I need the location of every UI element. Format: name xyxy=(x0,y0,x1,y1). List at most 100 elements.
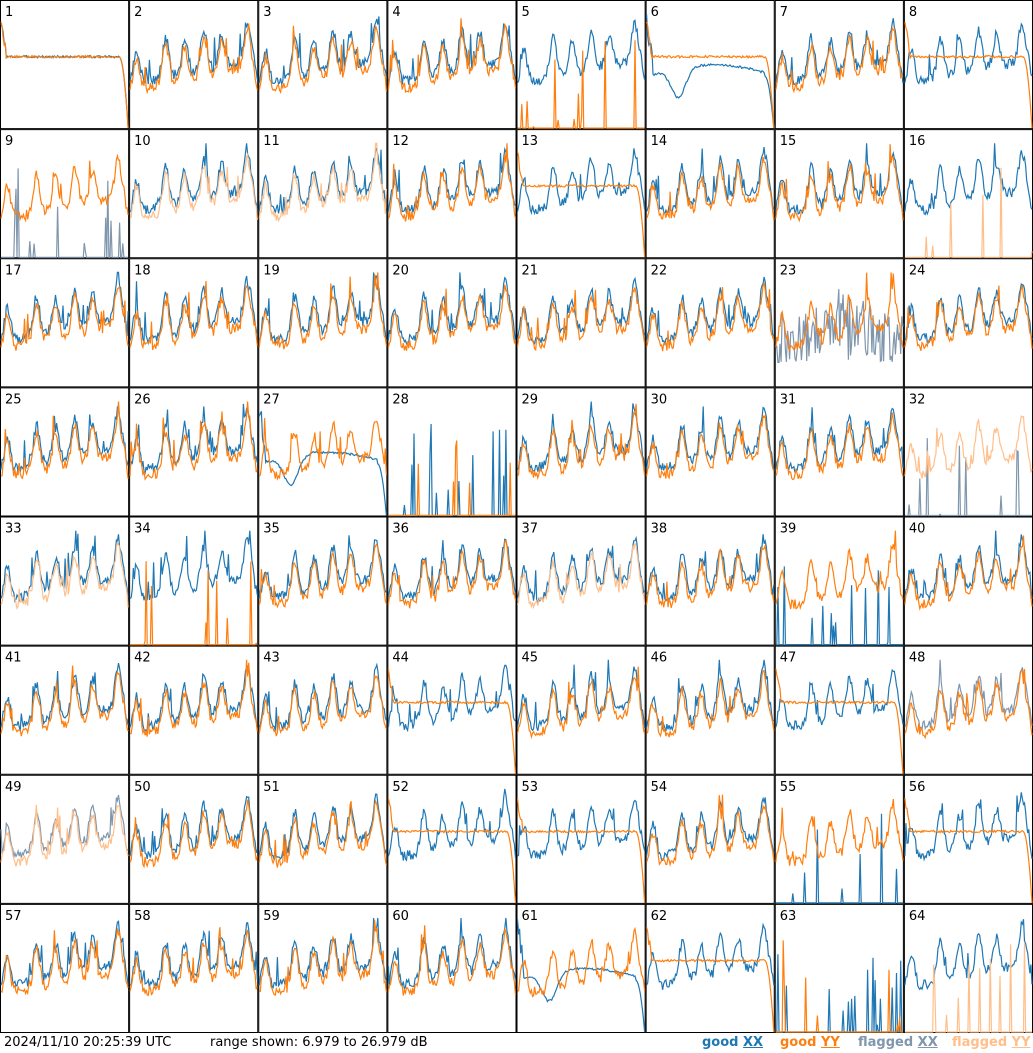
panel-label: 58 xyxy=(134,909,151,924)
panel-label: 63 xyxy=(780,909,797,924)
series-xx xyxy=(258,147,387,214)
legend-flagged-xx: flagged XX xyxy=(858,1035,938,1050)
panel-49: 49 xyxy=(0,774,130,904)
series-xx xyxy=(258,662,387,732)
legend-good-yy: good YY xyxy=(780,1035,840,1050)
panel-6: 6 xyxy=(645,0,775,130)
panel-15: 15 xyxy=(774,129,904,259)
panel-frame xyxy=(258,645,388,775)
panel-58: 58 xyxy=(129,903,259,1033)
series-yy xyxy=(904,415,1033,479)
series-yy xyxy=(258,799,387,868)
panel-label: 45 xyxy=(522,651,539,666)
panel-label: 10 xyxy=(134,134,151,149)
series-yy xyxy=(387,539,517,609)
series-xx xyxy=(129,143,258,215)
series-yy xyxy=(388,440,516,517)
series-yy xyxy=(646,669,775,738)
series-xx xyxy=(258,272,387,345)
series-xx xyxy=(129,665,258,733)
panel-11: 11 xyxy=(258,129,388,259)
series-yy xyxy=(646,157,775,221)
series-yy xyxy=(387,797,517,903)
panel-26: 26 xyxy=(129,387,259,517)
panel-label: 33 xyxy=(5,522,22,537)
panel-10: 10 xyxy=(129,129,259,259)
series-xx xyxy=(258,411,387,516)
series-xx xyxy=(646,659,774,732)
panel-label: 32 xyxy=(909,392,926,407)
series-yy xyxy=(775,412,904,481)
series-yy xyxy=(0,285,129,351)
series-xx xyxy=(775,668,904,731)
series-yy xyxy=(517,40,645,129)
series-yy xyxy=(904,21,1033,129)
panel-frame xyxy=(0,0,130,130)
panel-35: 35 xyxy=(258,516,388,646)
panel-label: 22 xyxy=(651,263,668,278)
series-yy xyxy=(516,287,646,352)
panel-label: 21 xyxy=(522,263,539,278)
series-xx xyxy=(775,143,904,215)
series-yy xyxy=(775,272,904,352)
panel-8: 8 xyxy=(903,0,1033,130)
panel-label: 61 xyxy=(522,909,539,924)
panel-label: 51 xyxy=(263,780,280,795)
series-yy xyxy=(775,799,904,867)
series-xx xyxy=(387,788,517,862)
series-yy xyxy=(0,153,129,223)
series-xx xyxy=(387,146,517,214)
panel-frame xyxy=(645,903,775,1033)
panel-63: 63 xyxy=(774,903,904,1033)
series-yy xyxy=(775,144,904,223)
legend-good-xx: good XX xyxy=(702,1035,764,1050)
series-xx xyxy=(517,799,646,860)
panel-61: 61 xyxy=(516,903,646,1033)
series-xx xyxy=(646,796,775,862)
panel-label: 43 xyxy=(263,651,280,666)
series-xx xyxy=(0,530,129,604)
series-xx xyxy=(258,917,387,989)
panel-label: 12 xyxy=(392,134,409,149)
panel-label: 46 xyxy=(651,651,668,666)
panel-frame xyxy=(903,258,1033,388)
series-yy xyxy=(646,21,775,129)
panel-60: 60 xyxy=(387,903,517,1033)
panel-37: 37 xyxy=(516,516,646,646)
series-yy xyxy=(129,23,258,95)
panel-label: 35 xyxy=(263,522,280,537)
panel-label: 15 xyxy=(780,134,797,149)
series-xx xyxy=(258,793,387,861)
panel-25: 25 xyxy=(0,387,130,517)
panel-label: 5 xyxy=(522,5,530,20)
panel-label: 11 xyxy=(263,134,280,149)
panel-46: 46 xyxy=(645,645,775,775)
panel-frame xyxy=(387,903,517,1033)
panel-frame xyxy=(387,129,517,259)
series-yy xyxy=(516,666,646,740)
series-yy xyxy=(129,280,258,351)
panel-53: 53 xyxy=(516,774,646,904)
series-yy xyxy=(516,542,646,610)
panel-24: 24 xyxy=(903,258,1033,388)
panel-62: 62 xyxy=(645,903,775,1033)
panel-label: 54 xyxy=(651,780,668,795)
series-yy xyxy=(258,25,387,95)
series-yy xyxy=(904,285,1033,351)
series-yy xyxy=(258,543,387,609)
series-xx xyxy=(1,168,129,258)
panel-43: 43 xyxy=(258,645,388,775)
series-yy xyxy=(129,401,258,481)
panel-label: 1 xyxy=(5,5,13,20)
panel-label: 19 xyxy=(263,263,280,278)
panel-22: 22 xyxy=(645,258,775,388)
panel-frame xyxy=(0,258,130,388)
panel-label: 16 xyxy=(909,134,926,149)
series-yy xyxy=(0,401,129,480)
panel-label: 42 xyxy=(134,651,151,666)
series-yy xyxy=(258,674,387,737)
panel-label: 44 xyxy=(392,651,409,666)
panel-frame xyxy=(258,903,388,1033)
series-xx xyxy=(129,403,258,475)
